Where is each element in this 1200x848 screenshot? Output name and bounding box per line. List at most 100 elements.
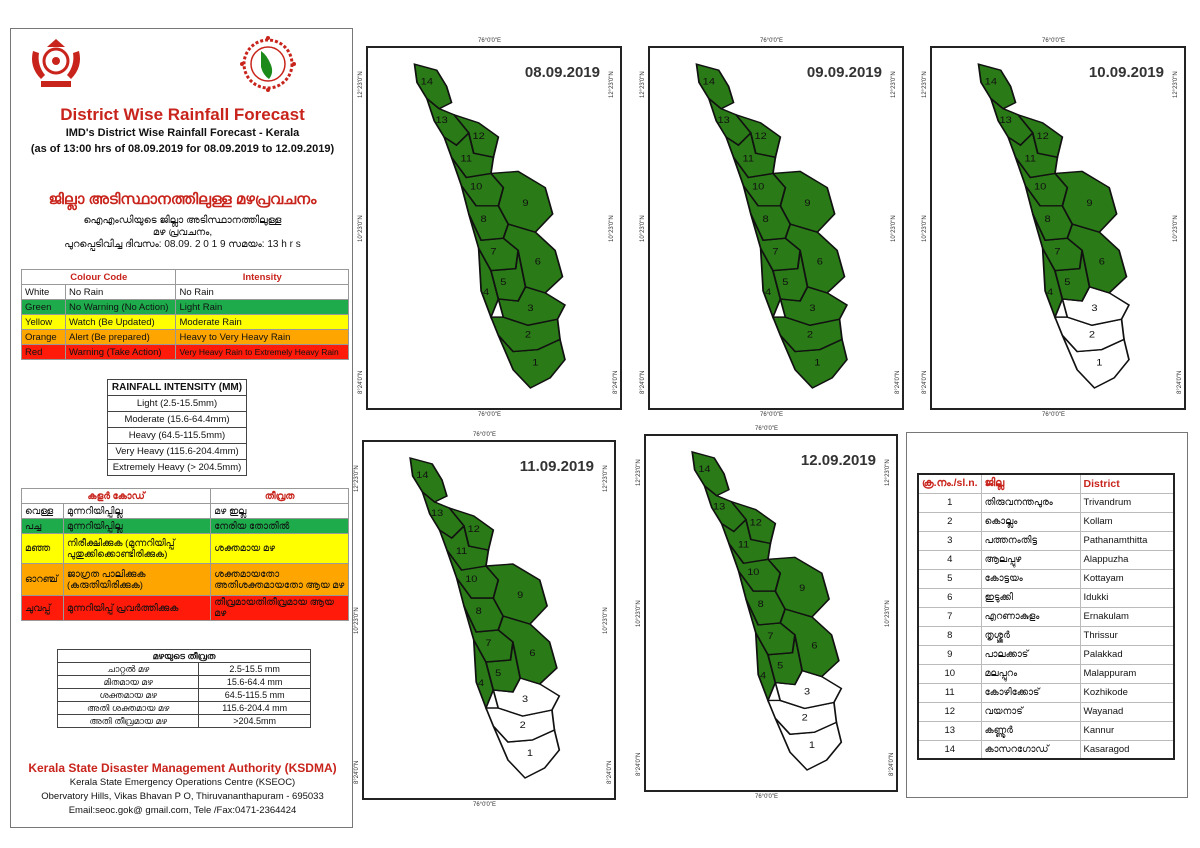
table-row: White No Rain No Rain	[21, 284, 349, 300]
district-14-label: 14	[421, 77, 434, 87]
table-row: 2 കൊല്ലം Kollam	[917, 511, 1175, 532]
intensity-label: ശക്തമായ മഴ	[56, 688, 200, 702]
district-7-label: 7	[490, 247, 497, 257]
forecast-map-1209: 1 2 3 4 5 6 7 8 9 10 11 12 13 14 12.09.2019 76°0'0"E 7…	[636, 426, 898, 800]
coordinate-label: 76°0'0"E	[473, 432, 497, 438]
forecast-map-1009: 1 2 3 4 5 6 7 8 9 10 11 12 13 14 10.09.2019 76°0'0"E 7…	[922, 38, 1186, 418]
district-14-shape	[691, 450, 730, 497]
district-number: 7	[917, 606, 982, 627]
district-name: Thrissur	[1079, 625, 1175, 646]
org-name: Kerala State Disaster Management Authori…	[28, 761, 337, 775]
colour-code-header-ml: കളർ കോഡ്	[20, 488, 212, 504]
coordinate-label: 12°23'0"N	[354, 465, 360, 492]
coordinate-label: 12°23'0"N	[922, 71, 928, 98]
district-9-label: 9	[1086, 199, 1093, 209]
district-name-ml: ഇടുക്കി	[980, 587, 1081, 608]
coordinate-label: 76°0'0"E	[478, 38, 502, 44]
district-14-label: 14	[698, 465, 711, 475]
coordinate-label: 12°23'0"N	[636, 459, 642, 486]
col-header-district: District	[1079, 473, 1175, 494]
rainfall-intensity-table-ml: മഴയുടെ തീവ്രത ചാറ്റൽ മഴ 2.5-15.5 mm മിതമാ…	[56, 649, 311, 728]
district-7-label: 7	[772, 247, 779, 257]
coordinate-label: 10°23'0"N	[885, 600, 892, 627]
coordinate-label: 8°24'0"N	[888, 752, 895, 776]
coordinate-label: 8°24'0"N	[354, 760, 360, 784]
district-9-label: 9	[799, 584, 806, 594]
district-11-label: 11	[461, 154, 473, 164]
district-name-ml: തൃശ്ശൂർ	[980, 625, 1081, 646]
district-name: Alappuzha	[1079, 549, 1175, 570]
coordinate-label: 8°24'0"N	[640, 370, 646, 394]
district-name-ml: എറണാകുളം	[980, 606, 1081, 627]
colour-code-table: Colour Code Intensity White No Rain No R…	[20, 269, 349, 360]
coordinate-label: 10°23'0"N	[603, 607, 610, 634]
district-10-label: 10	[470, 182, 483, 192]
coordinate-label: 8°24'0"N	[922, 370, 928, 394]
forecast-title: District Wise Rainfall Forecast	[60, 105, 305, 124]
table-row: മഞ്ഞ നിരീക്ഷിക്കുക (മുന്നറിയിപ്പ് പുതുക്…	[21, 533, 349, 564]
district-10-label: 10	[747, 568, 760, 578]
district-14-shape	[977, 63, 1017, 110]
district-1-label: 1	[809, 741, 816, 751]
coordinate-label: 10°23'0"N	[358, 215, 364, 242]
district-table: ക്ര.നം./sl.n. ജില്ല District 1 തിരുവനന്തപ…	[917, 473, 1175, 760]
district-5-label: 5	[1064, 278, 1071, 288]
legend-panel: District Wise Rainfall Forecast IMD's Di…	[10, 28, 353, 828]
color-cell: പച്ച	[21, 518, 64, 534]
district-2-label: 2	[807, 330, 814, 340]
coordinate-label: 8°24'0"N	[606, 760, 613, 784]
color-cell: White	[21, 284, 66, 300]
district-14-label: 14	[985, 77, 998, 87]
table-row: 5 കോട്ടയം Kottayam	[917, 568, 1175, 589]
district-name-ml: പത്തനംതിട്ട	[980, 530, 1081, 551]
code-cell: മുന്നറിയിപ്പ് പ്രവർത്തിക്കുക	[62, 595, 212, 621]
district-name-ml: കൊല്ലം	[980, 511, 1081, 532]
color-cell: Red	[21, 344, 66, 360]
district-9-label: 9	[804, 199, 811, 209]
coordinate-label: 12°23'0"N	[609, 71, 616, 98]
district-1-label: 1	[814, 359, 821, 369]
district-name-ml: പാലക്കാട്	[980, 644, 1081, 665]
color-cell: ചുവപ്പ്	[21, 595, 64, 621]
intensity-cell: നേരിയ തോതിൽ	[210, 518, 349, 534]
district-name: Malappuram	[1079, 663, 1175, 684]
code-cell: No Rain	[64, 284, 177, 300]
district-number: 8	[917, 625, 982, 646]
intensity-cell: Moderate Rain	[175, 314, 349, 330]
district-7-label: 7	[485, 639, 492, 649]
intensity-row: Moderate (15.6-64.4mm)	[107, 411, 247, 428]
table-row: Red Warning (Take Action) Very Heavy Rai…	[21, 344, 349, 360]
coordinate-label: 10°23'0"N	[1173, 215, 1180, 242]
intensity-cell: Light Rain	[175, 299, 349, 315]
district-number: 4	[917, 549, 982, 570]
district-4-label: 4	[1047, 288, 1054, 298]
district-10-label: 10	[1034, 182, 1047, 192]
district-name: Idukki	[1079, 587, 1175, 608]
district-14-label: 14	[703, 77, 716, 87]
district-8-label: 8	[480, 215, 487, 225]
intensity-label: അതി തീവ്രമായ മഴ	[56, 714, 200, 728]
district-6-label: 6	[535, 257, 542, 267]
map-date: 10.09.2019	[1088, 64, 1164, 81]
code-cell: Alert (Be prepared)	[64, 329, 177, 345]
district-number: 5	[917, 568, 982, 589]
district-name-ml: കണ്ണൂർ	[980, 720, 1081, 741]
district-8-label: 8	[476, 607, 483, 617]
code-cell: നിരീക്ഷിക്കുക (മുന്നറിയിപ്പ് പുതുക്കിക്ക…	[62, 533, 212, 564]
forecast-title-ml: ജില്ലാ അടിസ്ഥാനത്തിലുള്ള മഴപ്രവചനം	[48, 191, 317, 208]
coordinate-label: 10°23'0"N	[609, 215, 616, 242]
coordinate-label: 10°23'0"N	[636, 600, 642, 627]
table-row: 4 ആലപ്പുഴ Alappuzha	[917, 549, 1175, 570]
color-cell: വെള്ള	[21, 503, 64, 519]
table-row: 11 കോഴിക്കോട് Kozhikode	[917, 682, 1175, 703]
coordinate-label: 12°23'0"N	[603, 465, 610, 492]
coordinate-label: 8°24'0"N	[358, 370, 364, 394]
intensity-label: അതി ശക്തമായ മഴ	[56, 701, 200, 715]
table-row: 3 പത്തനംതിട്ട Pathanamthitta	[917, 530, 1175, 551]
intensity-row: Light (2.5-15.5mm)	[107, 395, 247, 412]
intensity-cell: തീവ്രമായതിതീവ്രമായ ആയ മഴ	[210, 595, 349, 621]
org-address: Obervatory Hills, Vikas Bhavan P O, Thir…	[41, 791, 324, 802]
forecast-period: (as of 13:00 hrs of 08.09.2019 for 08.09…	[30, 143, 335, 155]
